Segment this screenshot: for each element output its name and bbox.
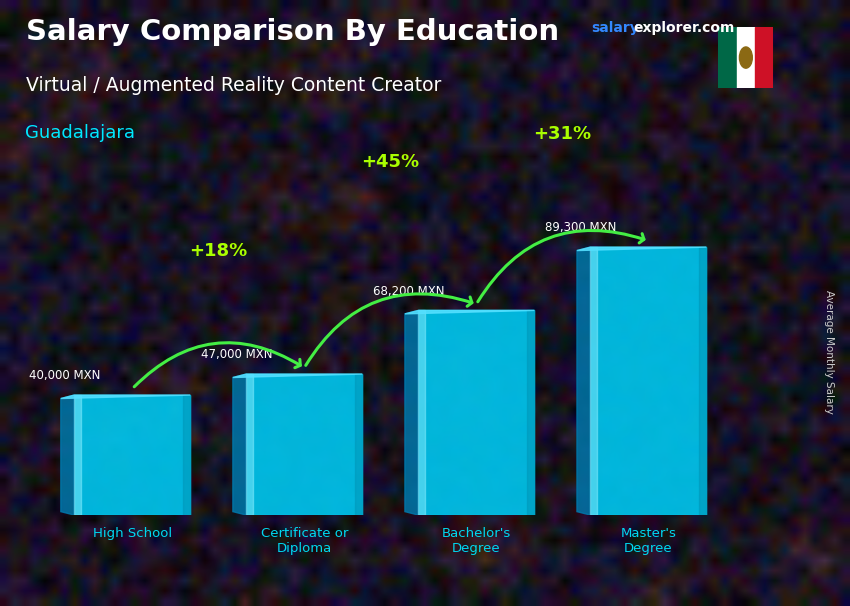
Text: explorer.com: explorer.com bbox=[633, 21, 734, 35]
Circle shape bbox=[740, 47, 752, 68]
Bar bbox=[718, 27, 737, 88]
Text: 89,300 MXN: 89,300 MXN bbox=[546, 222, 617, 235]
Bar bbox=[527, 310, 535, 515]
Text: salary: salary bbox=[591, 21, 638, 35]
Text: +31%: +31% bbox=[533, 125, 592, 142]
Bar bbox=[591, 247, 706, 515]
Polygon shape bbox=[61, 395, 190, 399]
Bar bbox=[246, 374, 362, 515]
Bar bbox=[246, 374, 253, 515]
Polygon shape bbox=[233, 374, 246, 515]
Text: Master's
Degree: Master's Degree bbox=[620, 527, 677, 555]
Polygon shape bbox=[577, 247, 591, 515]
Bar bbox=[74, 395, 82, 515]
Text: +18%: +18% bbox=[190, 242, 247, 260]
Bar bbox=[74, 395, 190, 515]
Text: Salary Comparison By Education: Salary Comparison By Education bbox=[26, 18, 558, 46]
Text: Bachelor's
Degree: Bachelor's Degree bbox=[442, 527, 511, 555]
Bar bbox=[700, 247, 706, 515]
Text: 68,200 MXN: 68,200 MXN bbox=[373, 285, 445, 298]
Bar bbox=[737, 27, 755, 88]
Text: Virtual / Augmented Reality Content Creator: Virtual / Augmented Reality Content Crea… bbox=[26, 76, 441, 95]
Text: Average Monthly Salary: Average Monthly Salary bbox=[824, 290, 834, 413]
Bar bbox=[418, 310, 535, 515]
Bar bbox=[184, 395, 190, 515]
Text: 47,000 MXN: 47,000 MXN bbox=[201, 348, 273, 361]
Polygon shape bbox=[61, 395, 74, 515]
Text: High School: High School bbox=[93, 527, 172, 540]
Text: Certificate or
Diploma: Certificate or Diploma bbox=[261, 527, 348, 555]
Bar bbox=[355, 374, 362, 515]
Polygon shape bbox=[405, 310, 418, 515]
Polygon shape bbox=[577, 247, 706, 250]
Text: Guadalajara: Guadalajara bbox=[26, 124, 135, 142]
Text: 40,000 MXN: 40,000 MXN bbox=[29, 370, 100, 382]
Bar bbox=[591, 247, 598, 515]
Polygon shape bbox=[405, 310, 535, 314]
Bar bbox=[755, 27, 774, 88]
Bar bbox=[418, 310, 425, 515]
Text: +45%: +45% bbox=[361, 153, 419, 171]
Polygon shape bbox=[233, 374, 362, 378]
